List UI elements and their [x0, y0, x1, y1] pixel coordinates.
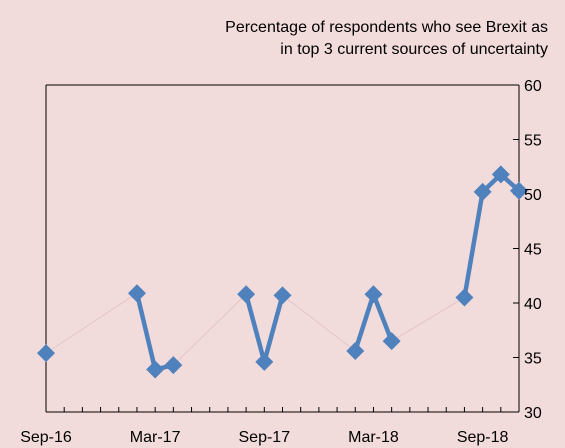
data-point-marker — [37, 344, 55, 363]
series-connector-segment — [391, 297, 465, 342]
data-point-marker — [346, 341, 365, 360]
data-point-marker — [255, 352, 274, 371]
chart-title-line-1: Percentage of respondents who see Brexit… — [225, 19, 548, 36]
y-tick-label: 40 — [524, 296, 542, 313]
series-line-segment — [262, 293, 285, 365]
data-point-marker — [364, 285, 383, 304]
series-connector-segment — [282, 294, 356, 352]
data-point-marker — [491, 165, 510, 184]
data-point-marker — [146, 360, 165, 379]
series-line-segment — [353, 292, 376, 354]
series-line-segment — [243, 292, 267, 365]
y-tick-label: 45 — [524, 242, 542, 259]
series-line-segment — [462, 189, 485, 300]
data-point-marker — [237, 285, 256, 304]
data-point-marker — [473, 182, 492, 201]
solid-lines — [134, 172, 522, 372]
data-point-marker — [127, 284, 146, 303]
data-markers — [37, 165, 528, 379]
connector-lines — [45, 292, 465, 366]
y-tick-label: 60 — [524, 78, 542, 95]
data-point-marker — [382, 332, 401, 351]
data-point-marker — [164, 356, 183, 375]
data-point-marker — [510, 181, 528, 200]
chart-title-line-2: in top 3 current sources of uncertainty — [280, 41, 548, 58]
data-point-marker — [273, 286, 292, 305]
series-line-segment — [134, 290, 158, 372]
x-tick-label: Sep-18 — [457, 429, 509, 446]
y-tick-label: 50 — [524, 187, 542, 204]
series-connector-segment — [172, 293, 247, 366]
series-line-segment — [371, 292, 394, 344]
x-tick-label: Sep-17 — [239, 429, 291, 446]
y-tick-label: 55 — [524, 133, 542, 150]
x-tick-label: Mar-18 — [348, 429, 399, 446]
data-point-marker — [455, 288, 474, 307]
x-tick-label: Mar-17 — [130, 429, 181, 446]
tick-labels: 30 35 40 45 50 55 60 Sep-16 Mar-17 Sep-17 Mar-18 Se… — [20, 78, 542, 446]
y-tick-label: 35 — [524, 351, 542, 368]
x-tick-label: Sep-16 — [20, 429, 72, 446]
series-connector-segment — [45, 292, 138, 354]
y-tick-label: 30 — [524, 405, 542, 422]
axes — [45, 84, 520, 413]
